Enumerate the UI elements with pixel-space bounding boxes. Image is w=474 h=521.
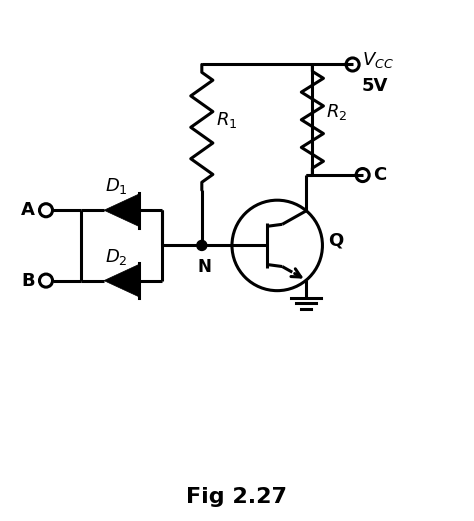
Text: $D_2$: $D_2$ <box>105 246 128 267</box>
Circle shape <box>197 240 207 251</box>
Text: $D_1$: $D_1$ <box>105 176 128 196</box>
Text: B: B <box>21 271 35 290</box>
Text: C: C <box>373 166 386 184</box>
Text: $R_2$: $R_2$ <box>327 102 348 122</box>
Text: $V_{CC}$: $V_{CC}$ <box>362 51 393 70</box>
Text: A: A <box>21 201 35 219</box>
Text: 5V: 5V <box>362 77 388 95</box>
Polygon shape <box>104 194 139 226</box>
Text: $R_1$: $R_1$ <box>216 110 237 130</box>
Text: Q: Q <box>328 231 344 250</box>
Polygon shape <box>104 265 139 296</box>
Text: N: N <box>197 258 211 276</box>
Text: Fig 2.27: Fig 2.27 <box>186 487 288 507</box>
